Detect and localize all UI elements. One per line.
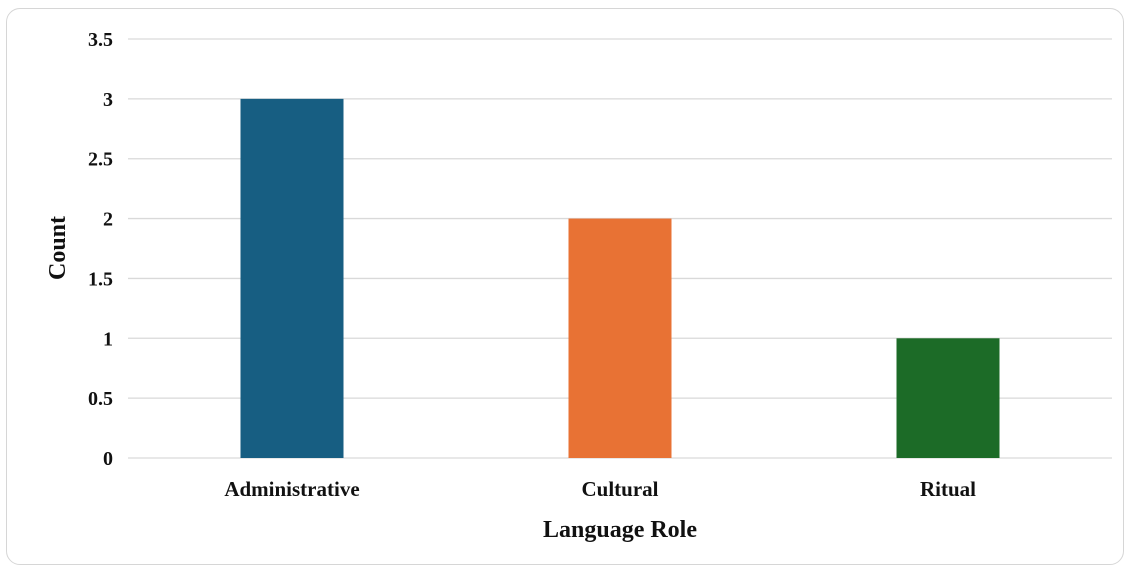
y-tick-label: 1.5 <box>88 268 113 290</box>
x-tick-label: Administrative <box>224 477 359 501</box>
bars <box>240 98 1000 458</box>
bar-ritual <box>896 338 1000 458</box>
y-tick-label: 0.5 <box>88 388 113 410</box>
y-tick-label: 2.5 <box>88 149 113 171</box>
y-axis-ticks: 0 0.5 1 1.5 2 2.5 3 3.5 <box>88 29 113 470</box>
bar-cultural <box>568 218 672 458</box>
x-tick-label: Ritual <box>920 477 976 501</box>
chart-card <box>6 8 1124 565</box>
x-tick-label: Cultural <box>581 477 658 501</box>
y-tick-label: 3 <box>103 89 113 111</box>
y-tick-label: 2 <box>103 209 113 231</box>
x-axis-title: Language Role <box>543 517 697 543</box>
bar-administrative <box>240 98 344 458</box>
x-axis-ticks: Administrative Cultural Ritual <box>224 477 976 501</box>
y-tick-label: 1 <box>103 328 113 350</box>
y-axis-title: Count <box>45 216 71 280</box>
y-tick-label: 0 <box>103 448 113 470</box>
y-tick-label: 3.5 <box>88 29 113 51</box>
